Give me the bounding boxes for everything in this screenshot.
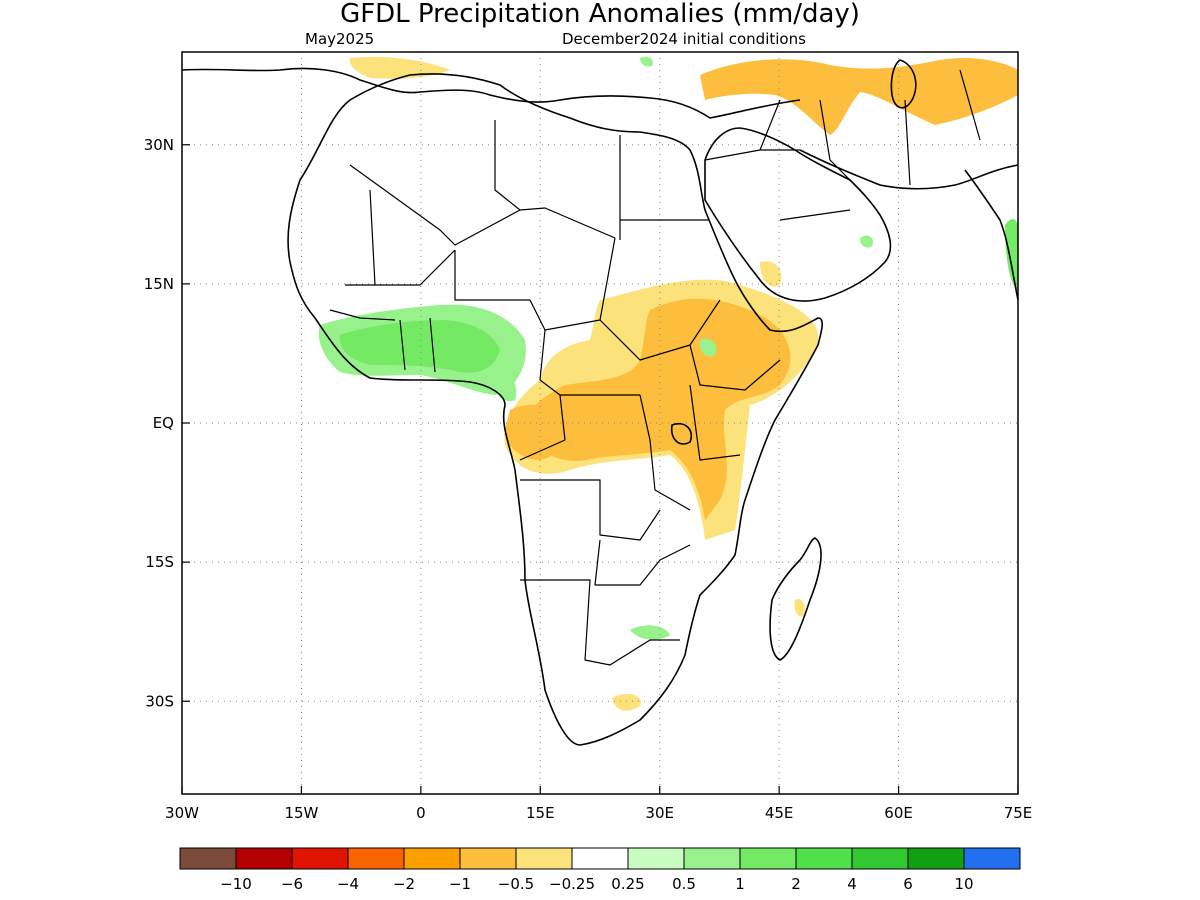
colorbar-swatch <box>739 847 797 870</box>
colorbar-label: −6 <box>281 875 303 893</box>
dry-anomaly-northern-band <box>700 58 1018 135</box>
colorbar-swatch <box>627 847 685 870</box>
wet-anomaly-india-west <box>1005 218 1018 290</box>
colorbar-swatch <box>571 847 629 870</box>
wet-anomaly-west-africa-core <box>339 320 500 373</box>
madagascar-coastline <box>769 537 822 661</box>
europe-coastline <box>182 67 801 119</box>
dry-anomaly-south-africa <box>612 693 641 711</box>
colorbar-swatch <box>851 847 909 870</box>
lon-tick-label: 75E <box>1004 804 1033 822</box>
initial-conditions: December2024 initial conditions <box>562 30 806 48</box>
colorbar-swatch <box>179 847 237 870</box>
colorbar-label: 1 <box>735 875 745 893</box>
colorbar-label: 0.25 <box>611 875 644 893</box>
lon-tick-label: 60E <box>884 804 913 822</box>
lon-tick-label: 15W <box>284 804 318 822</box>
dry-anomaly-congo <box>505 404 571 460</box>
arabia-coastline <box>704 127 892 302</box>
colorbar-swatch <box>683 847 741 870</box>
lat-tick-label: 15N <box>144 275 174 293</box>
wet-anomaly-southern-africa <box>630 625 670 640</box>
colorbar-label: −0.5 <box>498 875 534 893</box>
wet-anomaly-ethiopia <box>699 338 717 357</box>
dry-anomaly-core-east <box>520 298 791 520</box>
lake-victoria <box>670 423 692 445</box>
lat-lon-grid <box>182 52 1018 794</box>
dry-anomaly-mediterranean <box>349 56 450 79</box>
lon-tick-label: 45E <box>765 804 794 822</box>
africa-coastline <box>287 73 823 746</box>
colorbar-label: 10 <box>954 875 973 893</box>
colorbar-swatch <box>403 847 461 870</box>
colorbar-label: −10 <box>220 875 252 893</box>
longitude-axis: 30W 15W 0 15E 30E 45E 60E 75E <box>165 786 1032 822</box>
latitude-axis: 30N 15N EQ 15S 30S <box>144 136 190 710</box>
lat-tick-label: 30N <box>144 136 174 154</box>
wet-anomaly-arabia <box>860 235 874 248</box>
lat-tick-label: 15S <box>145 553 174 571</box>
dry-anomaly-madagascar <box>794 599 805 617</box>
wet-anomaly-mediterranean <box>640 56 654 67</box>
colorbar-swatch <box>907 847 965 870</box>
colorbar-swatch <box>291 847 349 870</box>
coastlines-borders <box>182 59 1018 746</box>
lon-tick-label: 30W <box>165 804 199 822</box>
colorbar-label: 4 <box>847 875 857 893</box>
colorbar-label: −0.25 <box>549 875 595 893</box>
colorbar-label: −4 <box>337 875 359 893</box>
middle-east-borders <box>704 69 981 221</box>
colorbar-label: 6 <box>903 875 913 893</box>
country-borders <box>329 120 781 666</box>
colorbar-label: 0.5 <box>672 875 696 893</box>
lat-tick-label: 30S <box>145 692 174 710</box>
colorbar-swatch <box>459 847 517 870</box>
colorbar-label: −2 <box>393 875 415 893</box>
forecast-month: May2025 <box>305 30 374 48</box>
map-title: GFDL Precipitation Anomalies (mm/day) <box>340 0 860 29</box>
caspian-coastline <box>890 59 917 109</box>
lon-tick-label: 0 <box>416 804 426 822</box>
colorbar-swatch <box>515 847 573 870</box>
lon-tick-label: 30E <box>645 804 674 822</box>
colorbar-swatch <box>963 847 1021 870</box>
colorbar-label: 2 <box>791 875 801 893</box>
dry-anomaly-arabia-south <box>760 261 782 287</box>
gulf-coastline <box>799 149 1018 190</box>
anomaly-fields <box>318 56 1018 711</box>
india-coastline <box>964 169 1018 301</box>
colorbar-swatch <box>235 847 293 870</box>
colorbar-label: −1 <box>449 875 471 893</box>
colorbar-swatch <box>795 847 853 870</box>
lat-tick-label: EQ <box>153 414 174 432</box>
lon-tick-label: 15E <box>526 804 555 822</box>
colorbar-swatch <box>347 847 405 870</box>
colorbar: −10 −6 −4 −2 −1 −0.5 −0.25 0.25 0.5 1 2 4 6 10 <box>179 847 1021 893</box>
